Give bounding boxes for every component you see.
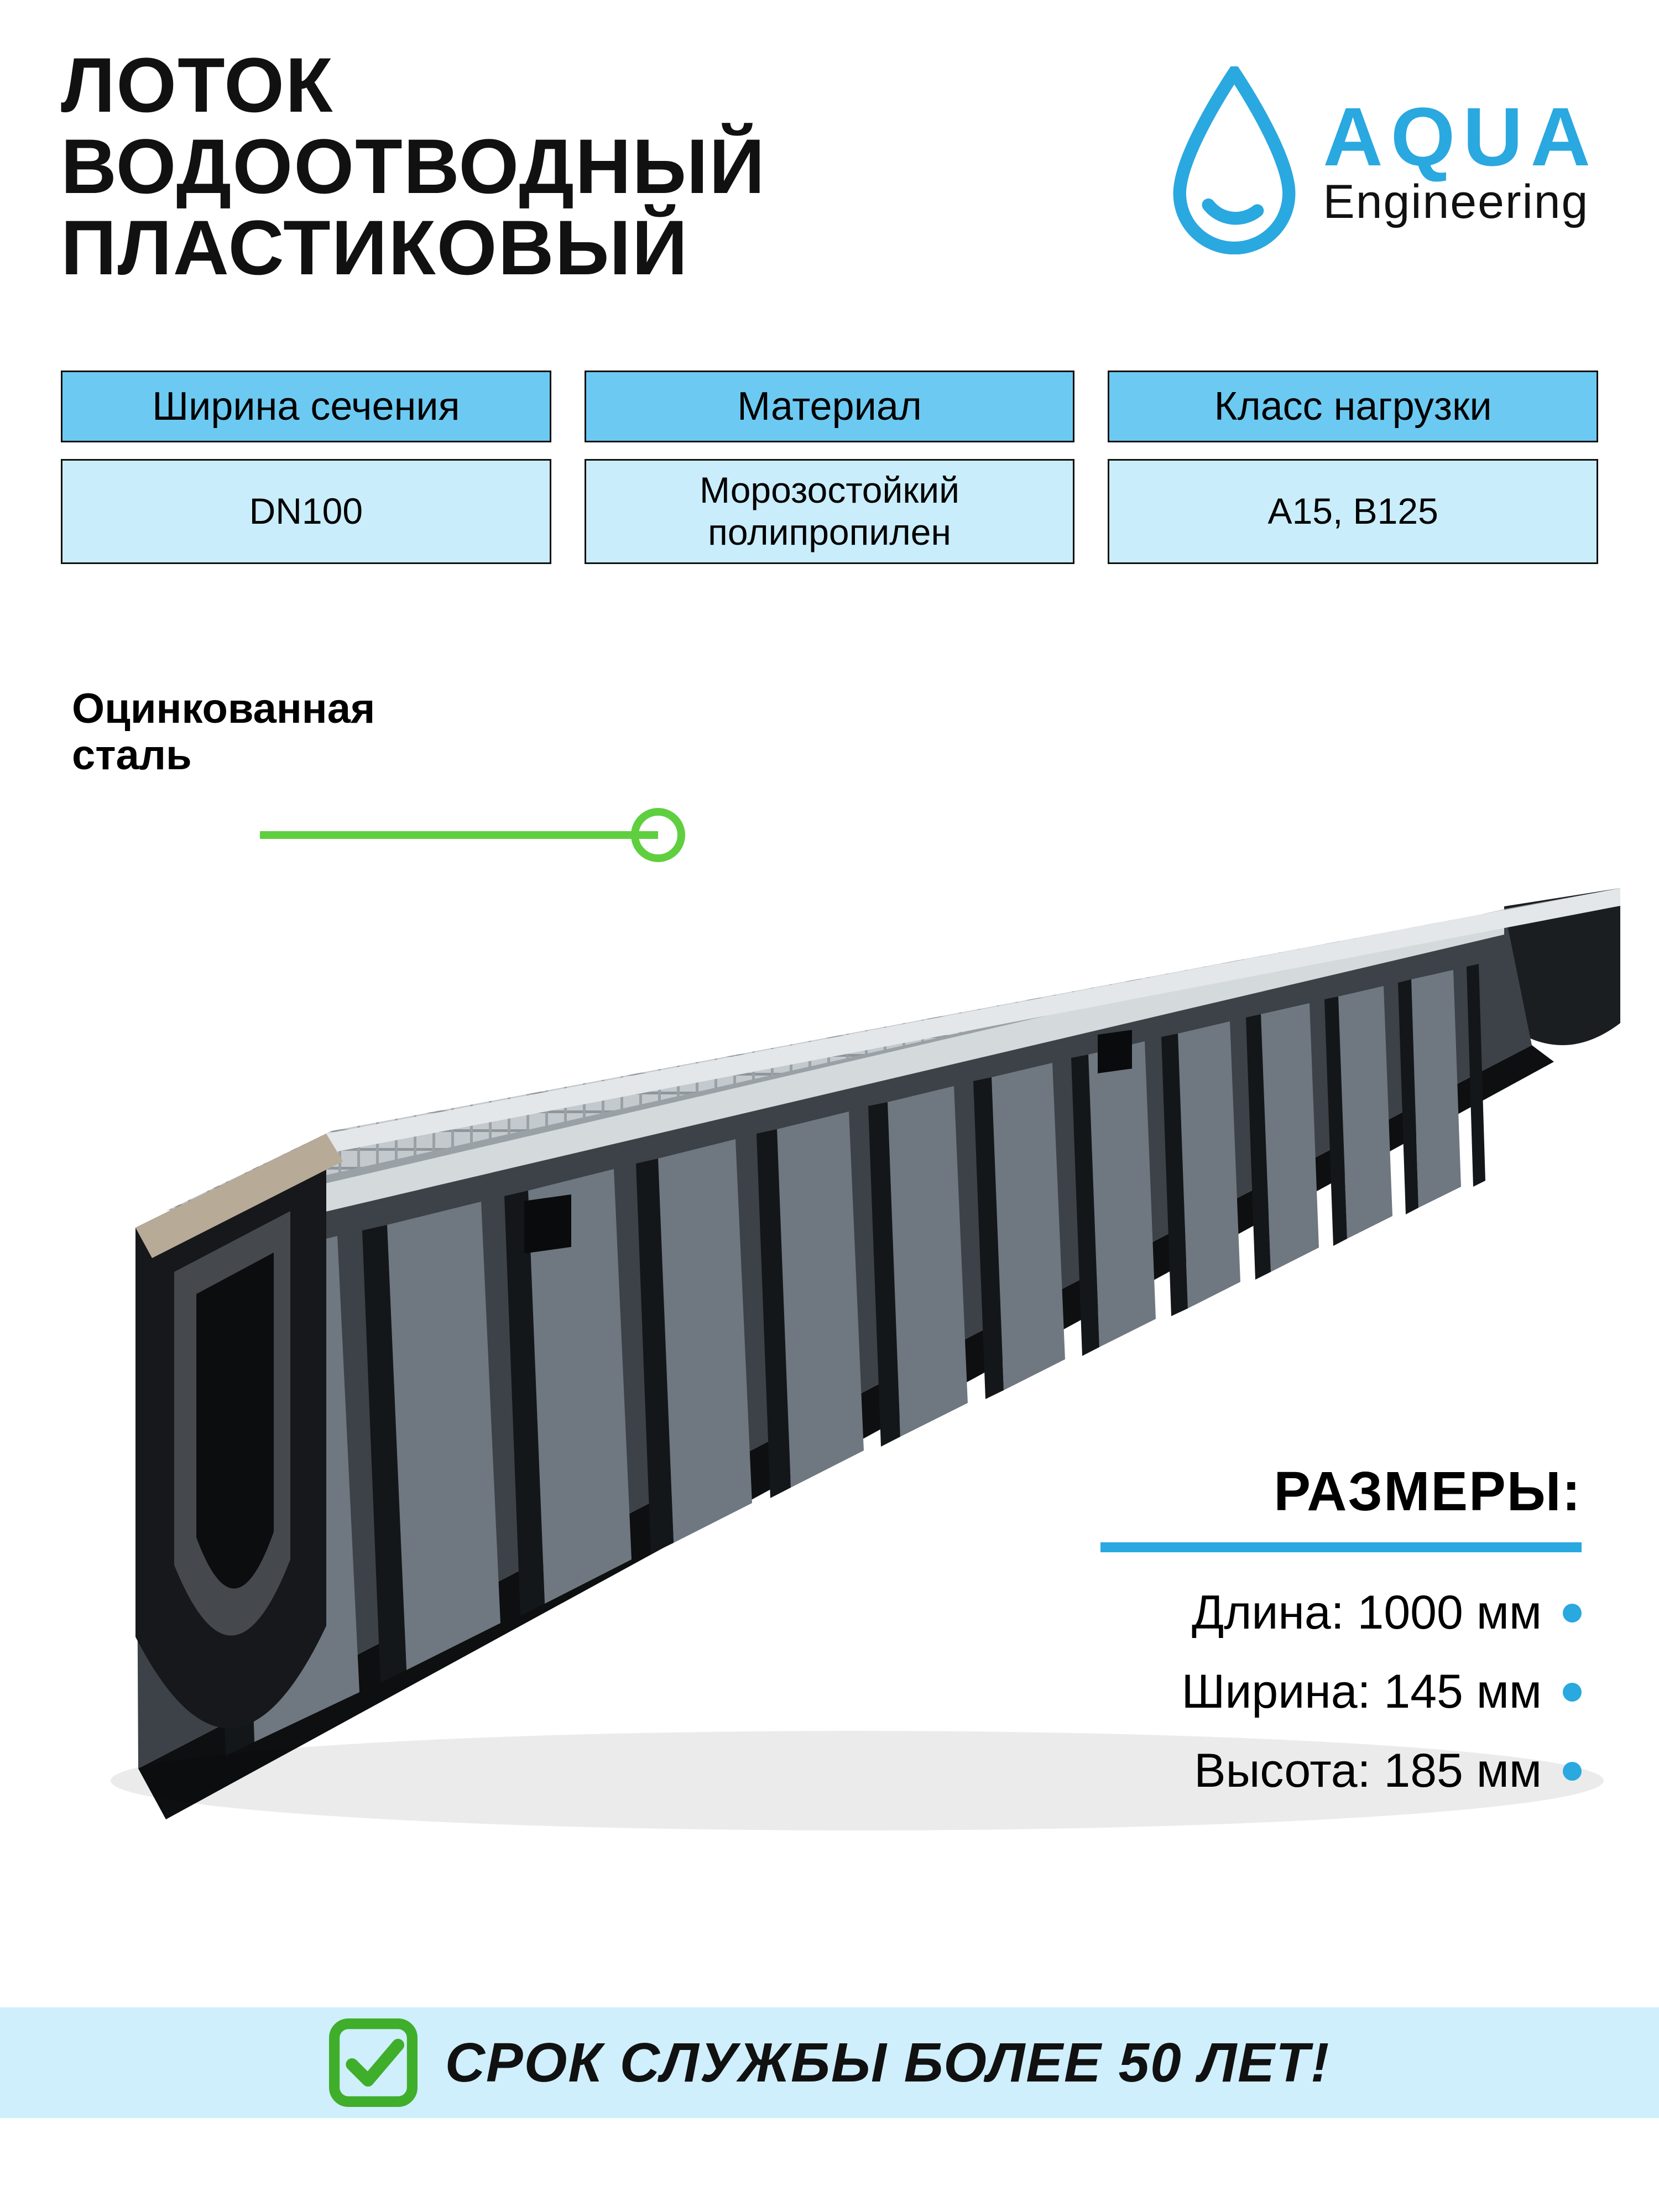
logo-line1: AQUA (1323, 95, 1598, 178)
title-line1: ЛОТОК (61, 44, 766, 126)
logo-line2: Engineering (1323, 178, 1598, 226)
dimensions-rule (1100, 1542, 1582, 1552)
dimensions-block: РАЗМЕРЫ: Длина: 1000 мм Ширина: 145 мм В… (1100, 1460, 1582, 1798)
brand-logo: AQUA Engineering (1162, 66, 1598, 254)
spec-col: Класс нагрузки A15, B125 (1108, 371, 1598, 564)
dimensions-title: РАЗМЕРЫ: (1100, 1460, 1582, 1524)
bullet-icon (1563, 1604, 1582, 1623)
dimension-text: Ширина: 145 мм (1182, 1665, 1542, 1719)
spec-value: DN100 (61, 459, 551, 564)
spec-head: Ширина сечения (61, 371, 551, 442)
callout-leader-icon (260, 812, 681, 858)
dimension-row: Высота: 185 мм (1100, 1744, 1582, 1798)
header: ЛОТОК ВОДООТВОДНЫЙ ПЛАСТИКОВЫЙ AQUA Engi… (61, 44, 1598, 288)
dimension-row: Длина: 1000 мм (1100, 1585, 1582, 1640)
spec-head: Класс нагрузки (1108, 371, 1598, 442)
bullet-icon (1563, 1683, 1582, 1702)
spec-table: Ширина сечения DN100 Материал Морозостой… (61, 371, 1598, 564)
spec-head: Материал (585, 371, 1075, 442)
dimension-text: Длина: 1000 мм (1192, 1585, 1542, 1640)
footer-text: СРОК СЛУЖБЫ БОЛЕЕ 50 ЛЕТ! (445, 2031, 1331, 2095)
spec-value: Морозостойкий полипропилен (585, 459, 1075, 564)
footer-banner: СРОК СЛУЖБЫ БОЛЕЕ 50 ЛЕТ! (0, 2007, 1659, 2118)
grate-callout-label: Оцинкованная сталь (72, 686, 375, 778)
spec-col: Ширина сечения DN100 (61, 371, 551, 564)
dimension-row: Ширина: 145 мм (1100, 1665, 1582, 1719)
bullet-icon (1563, 1762, 1582, 1781)
product-title: ЛОТОК ВОДООТВОДНЫЙ ПЛАСТИКОВЫЙ (61, 44, 766, 288)
droplet-icon (1162, 66, 1306, 254)
title-line3: ПЛАСТИКОВЫЙ (61, 207, 766, 288)
spec-col: Материал Морозостойкий полипропилен (585, 371, 1075, 564)
dimension-text: Высота: 185 мм (1194, 1744, 1542, 1798)
checkmark-icon (329, 2018, 418, 2107)
spec-value: A15, B125 (1108, 459, 1598, 564)
title-line2: ВОДООТВОДНЫЙ (61, 126, 766, 207)
